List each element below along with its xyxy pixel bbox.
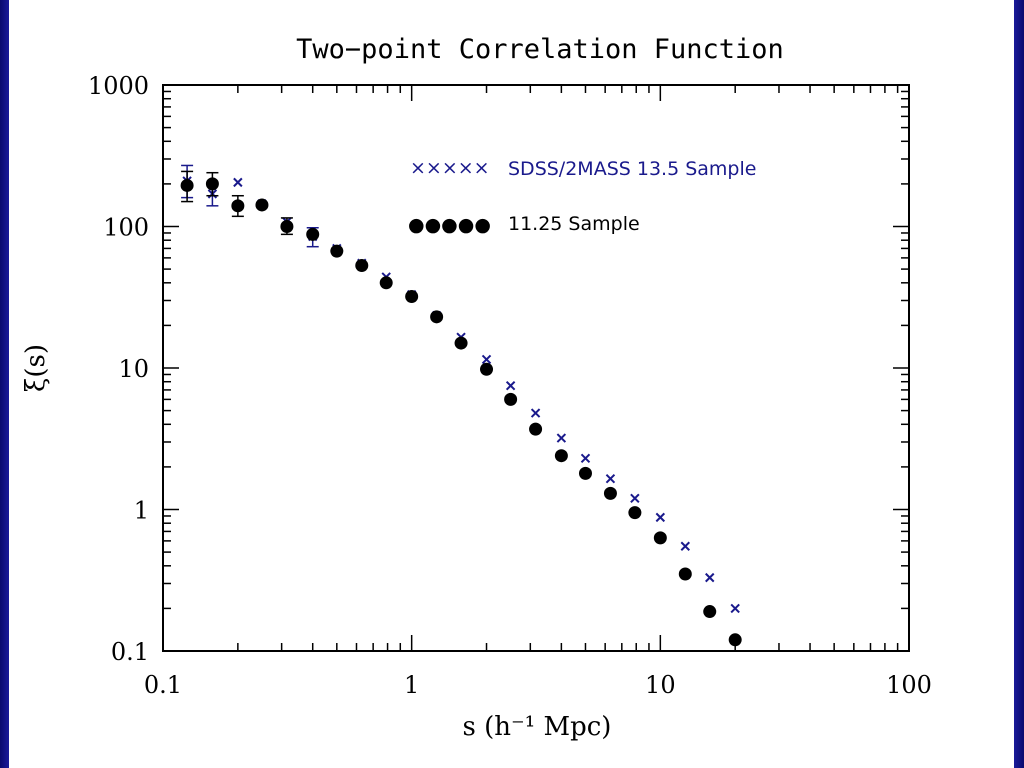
data-point-cross	[605, 474, 616, 484]
legend-label-11-25: 11.25 Sample	[508, 213, 640, 235]
data-point-cross	[680, 541, 690, 551]
chart-title: Two−point Correlation Function	[296, 34, 784, 65]
data-point-dot	[480, 362, 494, 376]
data-point-dot	[355, 259, 369, 273]
series-11-25	[180, 170, 742, 647]
data-point-dot	[554, 449, 568, 463]
data-point-dot	[180, 178, 194, 192]
data-point-dot	[306, 227, 320, 241]
data-point-cross	[233, 177, 243, 188]
x-tick-labels: 0.1 1 10 100	[144, 671, 932, 699]
legend: ××××× SDSS/2MASS 13.5 Sample ●●●●● 11.25…	[408, 157, 756, 236]
legend-marker-sdss: ×××××	[410, 157, 490, 179]
data-point-dot	[628, 506, 642, 520]
right-frame-bar	[1014, 0, 1024, 768]
x-tick-label: 10	[645, 671, 676, 699]
data-point-cross	[730, 603, 740, 614]
data-point-dot	[205, 177, 219, 191]
x-axis-label: s (h⁻¹ Mpc)	[463, 712, 612, 742]
data-point-dot	[504, 392, 518, 406]
data-point-dot	[454, 336, 468, 350]
data-point-cross	[530, 408, 541, 418]
data-point-dot	[728, 633, 742, 647]
data-point-dot	[330, 244, 344, 258]
data-point-dot	[430, 310, 444, 324]
data-point-dot	[529, 422, 543, 436]
data-point-cross	[630, 493, 640, 504]
y-axis-label: ξ(s)	[21, 344, 51, 392]
legend-label-sdss: SDSS/2MASS 13.5 Sample	[508, 158, 756, 180]
legend-marker-11-25: ●●●●●	[408, 214, 491, 236]
data-point-cross	[481, 354, 492, 365]
data-point-cross	[505, 380, 516, 391]
data-point-dot	[405, 290, 419, 304]
x-tick-label: 1	[404, 671, 419, 699]
data-point-dot	[255, 198, 269, 212]
data-point-cross	[655, 512, 666, 523]
x-tick-label: 0.1	[144, 671, 182, 699]
data-series	[180, 164, 742, 647]
y-tick-label: 1000	[88, 72, 149, 100]
data-point-cross	[580, 453, 591, 464]
data-point-dot	[280, 220, 294, 233]
y-tick-label: 100	[103, 214, 149, 242]
data-point-dot	[603, 486, 617, 500]
y-tick-labels: 0.1 1 10 100 1000	[88, 72, 149, 666]
data-point-cross	[705, 572, 715, 583]
data-point-dot	[678, 567, 692, 581]
axis-ticks	[162, 85, 909, 652]
data-point-dot	[578, 466, 592, 480]
data-point-dot	[653, 531, 667, 545]
data-point-dot	[703, 605, 717, 619]
y-tick-label: 0.1	[111, 638, 149, 666]
left-frame-bar	[0, 0, 9, 768]
y-tick-label: 1	[134, 497, 149, 525]
data-point-dot	[231, 199, 245, 213]
y-tick-label: 10	[118, 355, 149, 383]
data-point-cross	[556, 433, 567, 443]
x-tick-label: 100	[886, 671, 932, 699]
data-point-dot	[379, 276, 393, 290]
